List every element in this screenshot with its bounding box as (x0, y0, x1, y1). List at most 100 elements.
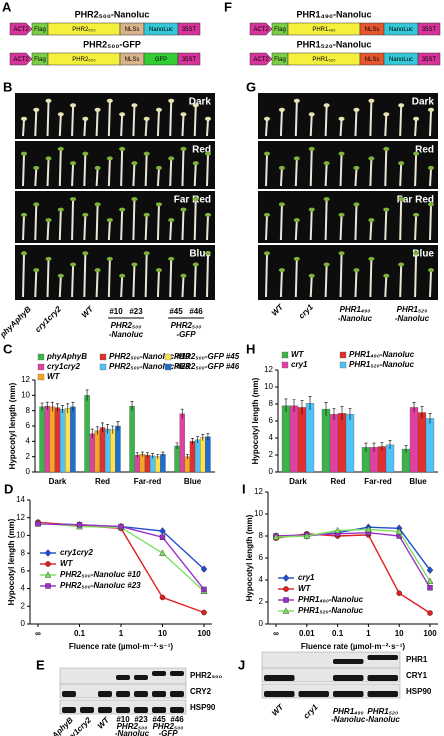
domain-label: 35ST (422, 57, 437, 63)
cotyledon (168, 256, 175, 261)
seedling (429, 110, 432, 137)
cotyledon (168, 218, 175, 223)
error-bar (90, 428, 94, 439)
seedling (120, 149, 124, 187)
cotyledon (106, 218, 113, 223)
error-bar (146, 452, 149, 458)
seedling (324, 164, 328, 187)
legend-label: cry1cry2 (47, 362, 80, 371)
seedling (107, 221, 111, 241)
group-label: -Nanoluc (331, 715, 366, 724)
row-label: CRY1 (406, 671, 428, 680)
seedling (132, 200, 136, 241)
cotyledon (293, 98, 300, 103)
seedling (22, 215, 25, 241)
error-bar (196, 436, 200, 443)
seedling (193, 164, 197, 187)
cotyledon (57, 146, 64, 151)
lane-label: WT (96, 715, 112, 731)
bar (44, 405, 50, 473)
cotyledon (21, 116, 27, 121)
band (98, 707, 112, 713)
domain-label: ACT2 (13, 27, 29, 33)
y-tick-label: 10 (21, 390, 30, 399)
bar (194, 439, 201, 473)
band (134, 675, 148, 680)
lane-label: #46 (170, 715, 184, 724)
seedling (193, 265, 197, 298)
bar (160, 454, 166, 473)
seedling (265, 215, 268, 241)
x-tick-label: Dark (289, 477, 307, 486)
panel-label: G (246, 79, 256, 94)
y-tick-label: 0 (21, 619, 26, 628)
band (134, 707, 148, 713)
y-tick-label: 8 (259, 531, 264, 540)
marker (303, 532, 311, 539)
cotyledon (180, 273, 187, 278)
cotyledon (94, 107, 101, 112)
error-bar (380, 441, 384, 451)
domain-label: 35ST (182, 57, 197, 63)
construct-title: PHR2₅₀₀-GFP (83, 39, 141, 49)
cotyledon (143, 151, 150, 156)
bar (59, 408, 66, 473)
y-tick-label: 12 (264, 365, 273, 374)
cotyledon (383, 146, 390, 151)
seedling (71, 106, 75, 137)
genotype-label: WT (270, 302, 286, 318)
cotyledon (368, 98, 375, 103)
lane-label: cry1 (302, 702, 320, 720)
bar (345, 414, 355, 473)
bar (49, 406, 56, 473)
legend-label: phyAphyB (46, 352, 87, 361)
error-bar (191, 437, 194, 445)
seedling (294, 221, 298, 241)
seedling (46, 221, 50, 241)
y-tick-label: 2 (269, 450, 274, 459)
seedling (95, 205, 99, 241)
seedling (156, 110, 160, 137)
error-bar (106, 424, 110, 434)
x-tick-label: 100 (423, 629, 437, 638)
y-axis-label: Hypocotyl length (mm) (251, 377, 260, 464)
x-tick-label: Far-red (364, 477, 392, 486)
seedling (429, 205, 432, 241)
error-bar (156, 454, 160, 459)
cotyledon (155, 165, 162, 170)
seedling (265, 254, 268, 298)
domain-label: PHR2₅₀₀ (72, 57, 96, 63)
lane-label: WT (270, 702, 286, 718)
seedling (22, 119, 25, 137)
legend-label: WT (47, 372, 61, 381)
band (333, 675, 364, 681)
cotyledon (131, 103, 138, 108)
error-bar (135, 452, 139, 458)
error-bar (175, 442, 179, 449)
domain (177, 52, 201, 66)
cotyledon (293, 256, 300, 261)
line-label: #10 (109, 307, 123, 316)
bar (179, 413, 185, 473)
bar (149, 455, 156, 473)
group-label: PHR1₅₂₀ (367, 707, 398, 716)
line-label: #45 (169, 307, 183, 316)
legend-swatch (37, 363, 45, 371)
seedling (309, 149, 313, 187)
y-tick-label: 8 (21, 548, 26, 557)
domain (417, 22, 441, 36)
cotyledon (45, 156, 52, 161)
band (333, 659, 364, 664)
row-label: CRY2 (190, 687, 212, 696)
seedling (399, 200, 403, 241)
x-tick-label: 100 (197, 629, 211, 638)
band (80, 707, 94, 713)
seedling (429, 168, 432, 187)
band (264, 675, 295, 681)
error-bar (348, 407, 352, 421)
band (170, 671, 184, 676)
x-tick-label: ∞ (35, 629, 41, 638)
seedling (309, 276, 313, 298)
panel-label: E (36, 657, 45, 672)
group-label: PHR1₄₉₀ (340, 305, 371, 314)
